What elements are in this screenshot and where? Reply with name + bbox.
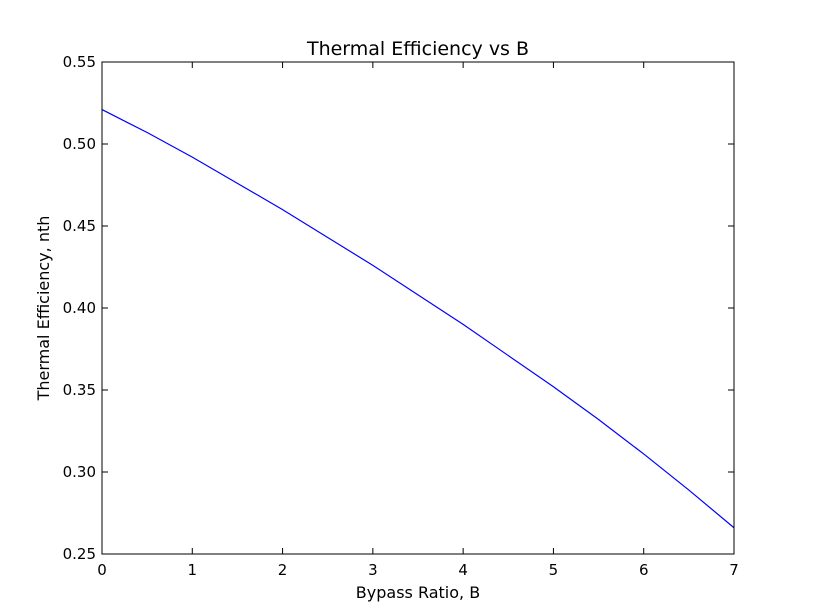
x-tick-label: 5 <box>549 561 559 579</box>
x-tick-label: 4 <box>458 561 468 579</box>
x-tick-label: 2 <box>278 561 288 579</box>
x-tick-label: 3 <box>368 561 378 579</box>
y-tick-label: 0.55 <box>63 53 96 71</box>
y-tick-label: 0.35 <box>63 381 96 399</box>
y-axis-label: Thermal Efficiency, nth <box>34 216 53 402</box>
chart-title: Thermal Efficiency vs B <box>306 38 529 60</box>
x-tick-label: 0 <box>97 561 107 579</box>
x-tick-label: 1 <box>188 561 198 579</box>
plot-frame <box>101 61 735 555</box>
series-line-0 <box>101 109 735 529</box>
y-tick-label: 0.50 <box>63 135 96 153</box>
x-tick-label: 7 <box>729 561 739 579</box>
series-layer <box>101 109 735 529</box>
y-tick-labels: 0.25 0.30 0.35 0.40 0.45 0.50 0.55 <box>63 53 96 563</box>
y-tick-label: 0.40 <box>63 299 96 317</box>
y-tick-label: 0.25 <box>63 545 96 563</box>
y-tick-label: 0.30 <box>63 463 96 481</box>
x-tick-labels: 0 1 2 3 4 5 6 7 <box>97 561 739 579</box>
x-axis-label: Bypass Ratio, B <box>356 583 480 602</box>
x-tick-label: 6 <box>639 561 649 579</box>
y-tick-label: 0.45 <box>63 217 96 235</box>
